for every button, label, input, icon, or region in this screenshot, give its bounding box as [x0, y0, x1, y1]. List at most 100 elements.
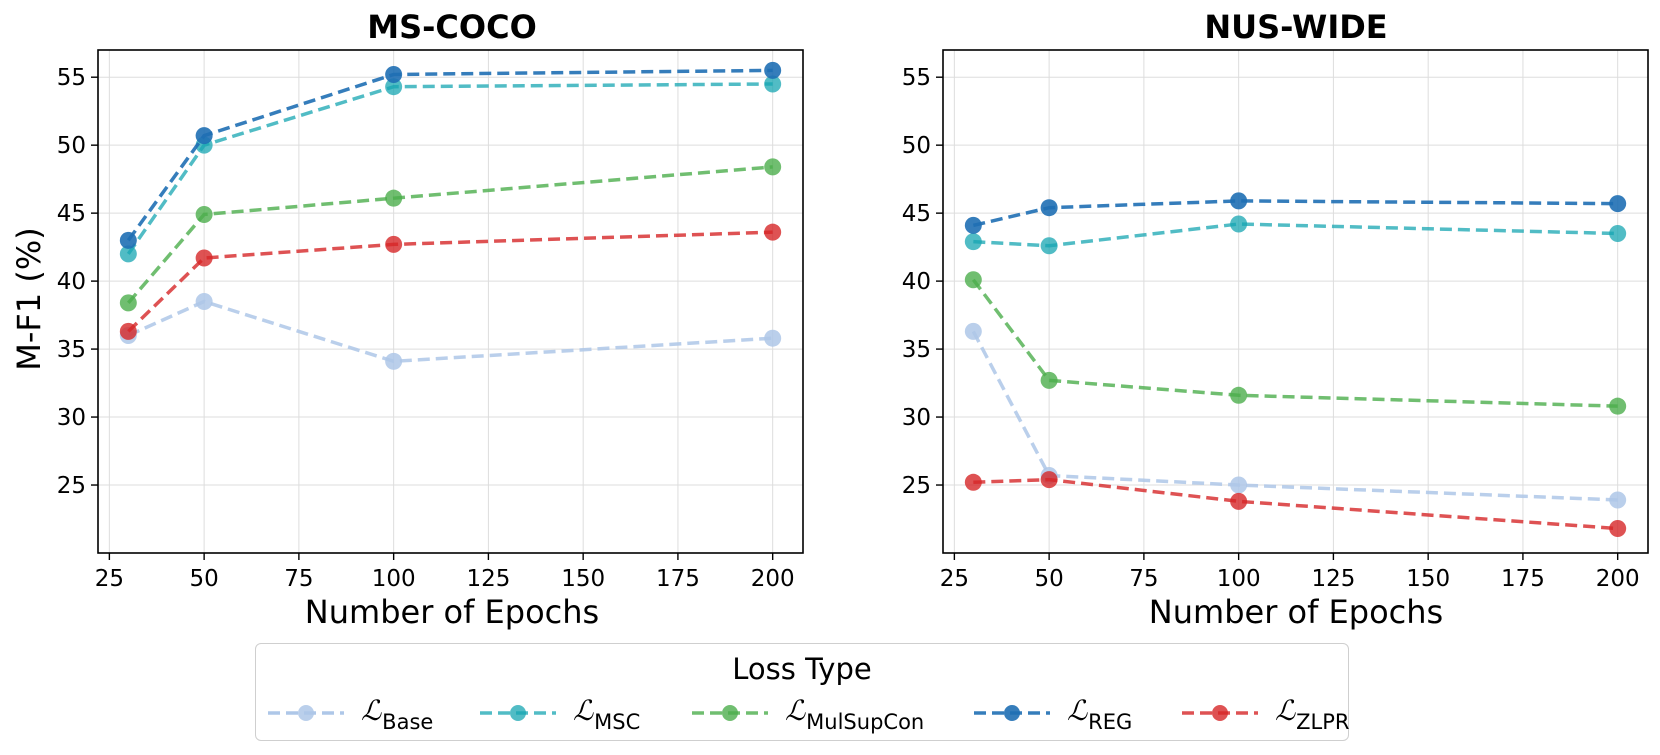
ticks: 25 50 75 100 125 150 175 200 25 30 35 40 45 50 55: [57, 65, 795, 592]
series-line-mulsupcon: [971, 278, 1618, 408]
series-line-base: [127, 299, 773, 364]
data-point-zlpr: [764, 223, 782, 241]
data-point-zlpr: [1040, 471, 1058, 489]
series-line-msc: [126, 82, 773, 255]
x-tick-label: 75: [284, 566, 313, 592]
series-group: [964, 192, 1627, 538]
data-point-zlpr: [964, 473, 982, 491]
chart-nus-wide: NUS-WIDE Number of Epochs 25 50 75 100 125 15…: [902, 8, 1649, 631]
data-point-mulsupcon: [964, 271, 982, 289]
data-point-base: [764, 329, 782, 347]
x-tick-label: 200: [1596, 566, 1640, 592]
x-tick-label: 175: [1501, 566, 1545, 592]
y-tick-label: 50: [902, 133, 931, 159]
x-tick-label: 50: [189, 566, 218, 592]
legend-marker-zlpr: [1182, 705, 1258, 721]
x-tick-label: 175: [656, 566, 700, 592]
data-point-mulsupcon: [195, 205, 213, 223]
data-point-mulsupcon: [119, 294, 137, 312]
y-tick-label: 35: [902, 337, 931, 363]
y-tick-label: 55: [57, 65, 86, 91]
y-tick-label: 35: [57, 337, 86, 363]
data-point-msc: [964, 233, 982, 251]
data-point-msc: [1609, 225, 1627, 243]
series-line-reg: [126, 68, 773, 242]
data-point-msc: [1230, 215, 1248, 233]
data-point-reg: [764, 61, 782, 79]
data-point-msc: [764, 75, 782, 93]
axes-frame: [97, 49, 804, 554]
series-line-mulsupcon: [126, 165, 773, 304]
series-group: [119, 61, 782, 370]
y-tick-label: 40: [902, 269, 931, 295]
data-point-reg: [1040, 199, 1058, 217]
data-point-mulsupcon: [1040, 371, 1058, 389]
data-point-mulsupcon: [1609, 397, 1627, 415]
series-line-zlpr: [973, 477, 1618, 531]
data-point-reg: [119, 231, 137, 249]
legend: Loss Type ℒBase ℒMSC ℒMulSupCon: [255, 643, 1350, 741]
x-tick-label: 200: [751, 566, 795, 592]
series-line-zlpr: [127, 230, 773, 333]
chart-ms-coco: MS-COCO M-F1 (%) Number of Epochs 25 50 75…: [10, 8, 804, 631]
legend-label-zlpr: ℒZLPR: [1275, 694, 1350, 734]
data-point-msc: [385, 78, 403, 96]
data-point-zlpr: [119, 322, 137, 340]
data-point-zlpr: [195, 249, 213, 267]
data-point-reg: [385, 65, 403, 83]
data-point-mulsupcon: [385, 189, 403, 207]
y-tick-label: 55: [902, 65, 931, 91]
x-tick-label: 150: [561, 566, 605, 592]
x-axis-label: Number of Epochs: [1149, 593, 1443, 631]
data-point-zlpr: [1609, 520, 1627, 538]
y-tick-label: 30: [57, 405, 86, 431]
legend-label-base: ℒBase: [361, 694, 434, 734]
data-point-base: [385, 352, 403, 370]
x-tick-label: 50: [1034, 566, 1063, 592]
x-tick-label: 25: [940, 566, 969, 592]
y-axis-label: M-F1 (%): [10, 227, 48, 370]
legend-label-mulsupcon: ℒMulSupCon: [785, 694, 925, 734]
x-tick-label: 150: [1406, 566, 1450, 592]
legend-entries: ℒBase ℒMSC ℒMulSupCon ℒREG: [256, 694, 1350, 738]
data-point-zlpr: [1230, 492, 1248, 510]
x-tick-label: 75: [1129, 566, 1158, 592]
chart-title: NUS-WIDE: [1204, 8, 1387, 46]
data-point-msc: [1040, 237, 1058, 255]
series-line-msc: [973, 222, 1618, 248]
data-point-reg: [195, 127, 213, 145]
y-tick-label: 25: [57, 473, 86, 499]
data-point-reg: [1230, 192, 1248, 210]
y-tick-label: 45: [902, 201, 931, 227]
data-point-base: [1609, 491, 1627, 509]
x-tick-label: 100: [1217, 566, 1261, 592]
y-tick-label: 30: [902, 405, 931, 431]
grid: [98, 50, 803, 553]
chart-title: MS-COCO: [367, 8, 537, 46]
ticks: 25 50 75 100 125 150 175 200 25 30 35 40 45 50 55: [902, 65, 1640, 592]
x-tick-label: 125: [1311, 566, 1355, 592]
data-point-msc: [119, 245, 137, 263]
figure-canvas: MS-COCO M-F1 (%) Number of Epochs 25 50 75…: [10, 8, 1649, 631]
grid: [943, 50, 1648, 553]
series-line-reg: [972, 199, 1618, 228]
y-tick-label: 40: [57, 269, 86, 295]
data-point-reg: [1609, 195, 1627, 213]
axes-frame: [942, 49, 1649, 554]
legend-marker-mulsupcon: [692, 705, 768, 721]
data-point-zlpr: [385, 235, 403, 253]
data-point-reg: [964, 216, 982, 234]
data-point-base: [964, 322, 982, 340]
y-tick-label: 50: [57, 133, 86, 159]
data-point-base: [1230, 476, 1248, 494]
x-axis-label: Number of Epochs: [305, 593, 599, 631]
data-point-mulsupcon: [764, 158, 782, 176]
y-tick-label: 45: [57, 201, 86, 227]
legend-label-msc: ℒMSC: [573, 694, 641, 734]
legend-marker-base: [268, 705, 344, 721]
legend-title: Loss Type: [732, 652, 872, 686]
x-tick-label: 125: [466, 566, 510, 592]
x-tick-label: 100: [372, 566, 416, 592]
y-tick-label: 25: [902, 473, 931, 499]
x-tick-label: 25: [95, 566, 124, 592]
